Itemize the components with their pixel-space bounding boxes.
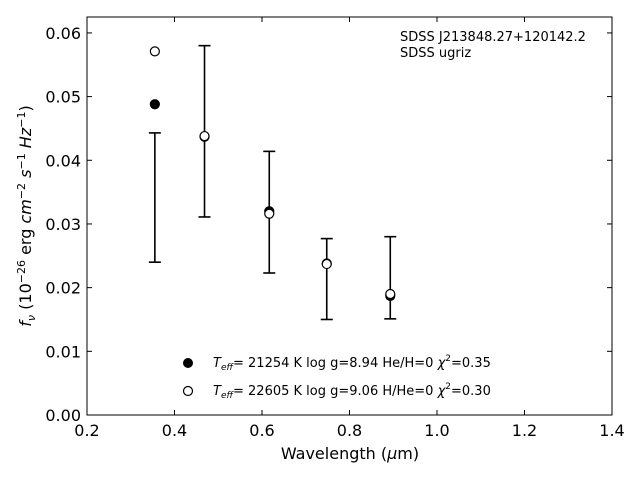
data-point-series-1 [149,99,160,110]
y-tick-label: 0.04 [45,151,81,170]
data-point-series-2 [321,258,332,270]
data-point-series-2 [199,130,210,142]
x-tick-label: 1.2 [512,421,537,440]
x-tick-label: 0.6 [249,421,274,440]
data-point-series-2 [149,46,160,57]
y-tick-label: 0.05 [45,88,81,107]
legend-label-series-1: Teff= 21254 K log g=8.94 He/H=0 χ2=0.35 [213,354,491,373]
y-tick-label: 0.03 [45,215,81,234]
y-tick-label: 0.01 [45,342,81,361]
y-tick-label: 0.00 [45,406,81,425]
x-tick-label: 1.4 [599,421,624,440]
x-axis-label: Wavelength (μm) [281,444,419,463]
plot-frame [86,16,613,416]
y-axis-label: fν (10−26 erg cm−2 s−1 Hz−1) [15,105,38,326]
data-points [149,46,396,302]
legend-label-series-2: Teff= 22605 K log g=9.06 H/He=0 χ2=0.30 [213,382,491,401]
data-point-series-2 [264,208,275,219]
error-bars [148,44,397,321]
y-tick-label: 0.06 [45,24,81,43]
x-tick-label: 0.8 [337,421,362,440]
annotation-photometry: SDSS ugriz [400,46,471,61]
axis-ticks: 0.2 0.4 0.6 0.8 1.0 1.2 1.4 0.00 0.01 0.02 0.03 0.0… [45,17,625,440]
x-tick-label: 0.4 [162,421,187,440]
x-tick-label: 0.2 [74,421,99,440]
legend-marker-series-1 [183,358,193,368]
error-bar [148,132,161,263]
data-point-series-2 [385,288,396,300]
x-tick-label: 1.0 [424,421,449,440]
error-bar [384,235,397,320]
error-bar [320,237,333,321]
annotation-object-name: SDSS J213848.27+120142.2 [400,30,586,45]
legend: Teff= 21254 K log g=8.94 He/H=0 χ2=0.35 … [182,354,491,401]
legend-marker-series-2 [182,385,194,397]
y-tick-label: 0.02 [45,279,81,298]
